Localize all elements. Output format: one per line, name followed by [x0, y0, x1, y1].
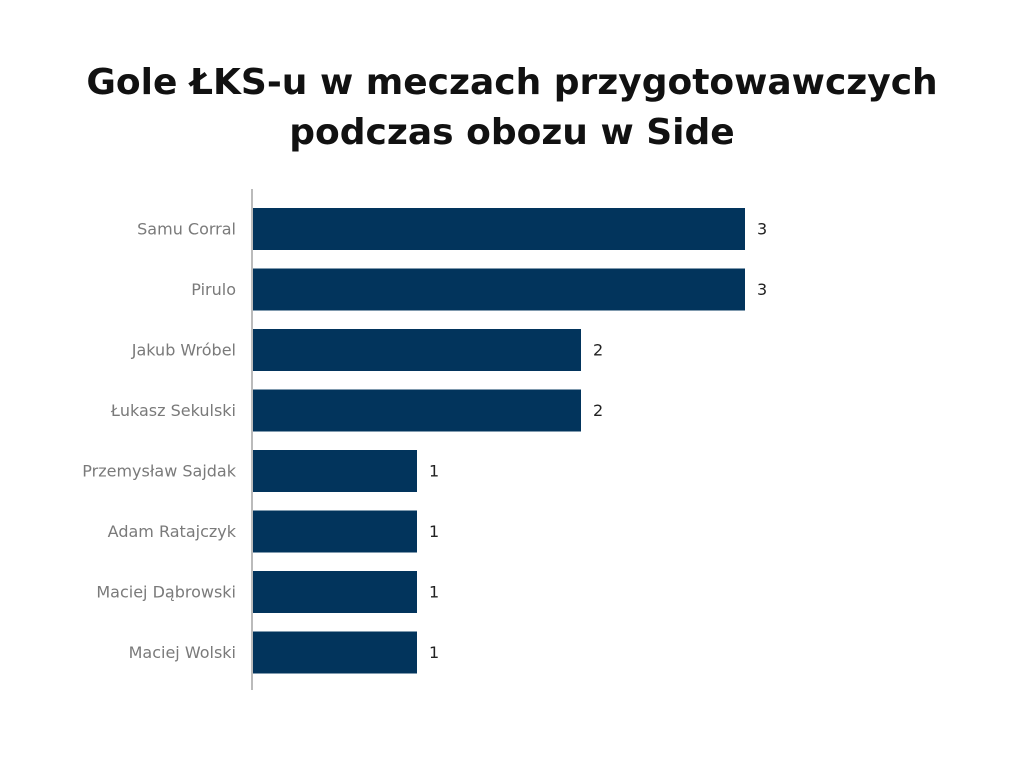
value-label: 1 — [429, 462, 439, 481]
bars-group — [253, 208, 745, 674]
category-label: Jakub Wróbel — [131, 341, 236, 360]
category-label: Łukasz Sekulski — [110, 401, 236, 420]
value-label: 2 — [593, 401, 603, 420]
value-label: 3 — [757, 280, 767, 299]
bar-2 — [253, 329, 581, 371]
value-labels: 3 3 2 2 1 1 1 1 — [429, 220, 767, 663]
value-label: 2 — [593, 341, 603, 360]
bar-3 — [253, 389, 581, 432]
value-label: 3 — [757, 220, 767, 239]
value-label: 1 — [429, 643, 439, 662]
category-label: Samu Corral — [137, 220, 236, 239]
value-label: 1 — [429, 522, 439, 541]
bar-5 — [253, 510, 417, 553]
bar-0 — [253, 208, 745, 250]
category-label: Maciej Dąbrowski — [96, 583, 236, 602]
category-label: Pirulo — [191, 280, 236, 299]
bar-4 — [253, 450, 417, 492]
category-label: Przemysław Sajdak — [82, 462, 236, 481]
category-label: Maciej Wolski — [129, 643, 236, 662]
category-labels: Samu Corral Pirulo Jakub Wróbel Łukasz Seku… — [82, 220, 236, 663]
bar-6 — [253, 571, 417, 613]
bar-1 — [253, 268, 745, 311]
bar-7 — [253, 631, 417, 674]
value-label: 1 — [429, 583, 439, 602]
category-label: Adam Ratajczyk — [108, 522, 237, 541]
chart-title: Gole ŁKS-u w meczach przygotowawczych po… — [86, 62, 938, 153]
